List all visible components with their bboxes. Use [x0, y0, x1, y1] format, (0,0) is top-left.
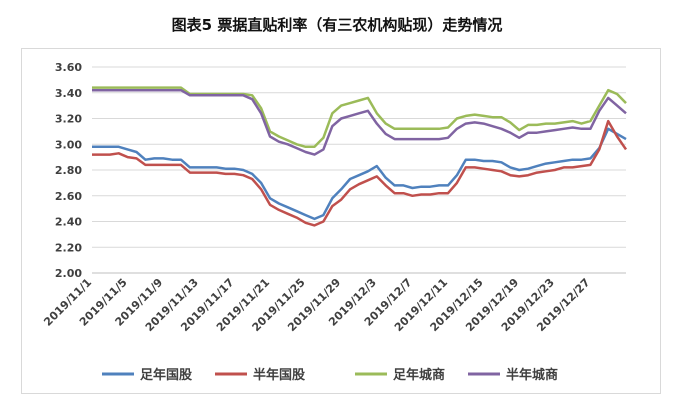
y-tick-label: 3.20 [55, 113, 82, 126]
series-line-4 [92, 88, 627, 156]
legend-label: 足年国股 [140, 367, 192, 383]
series-line-2 [92, 119, 628, 227]
y-tick-label: 3.40 [55, 87, 82, 100]
legend-label: 半年国股 [253, 367, 305, 383]
y-tick-label: 2.60 [55, 190, 82, 203]
legend-label: 半年城商 [506, 367, 558, 383]
y-tick-label: 2.80 [55, 164, 82, 177]
y-tick-label: 2.20 [55, 241, 82, 254]
series-line-3 [92, 86, 627, 149]
y-tick-label: 2.00 [55, 267, 82, 280]
chart-frame [21, 48, 661, 394]
y-tick-label: 3.00 [55, 138, 82, 151]
y-tick-label: 3.60 [55, 61, 82, 74]
chart-title: 图表5 票据直贴利率（有三农机构贴现）走势情况 [171, 16, 503, 34]
legend-label: 足年城商 [393, 367, 445, 383]
y-tick-label: 2.40 [55, 216, 82, 229]
series-line-1 [92, 127, 627, 221]
